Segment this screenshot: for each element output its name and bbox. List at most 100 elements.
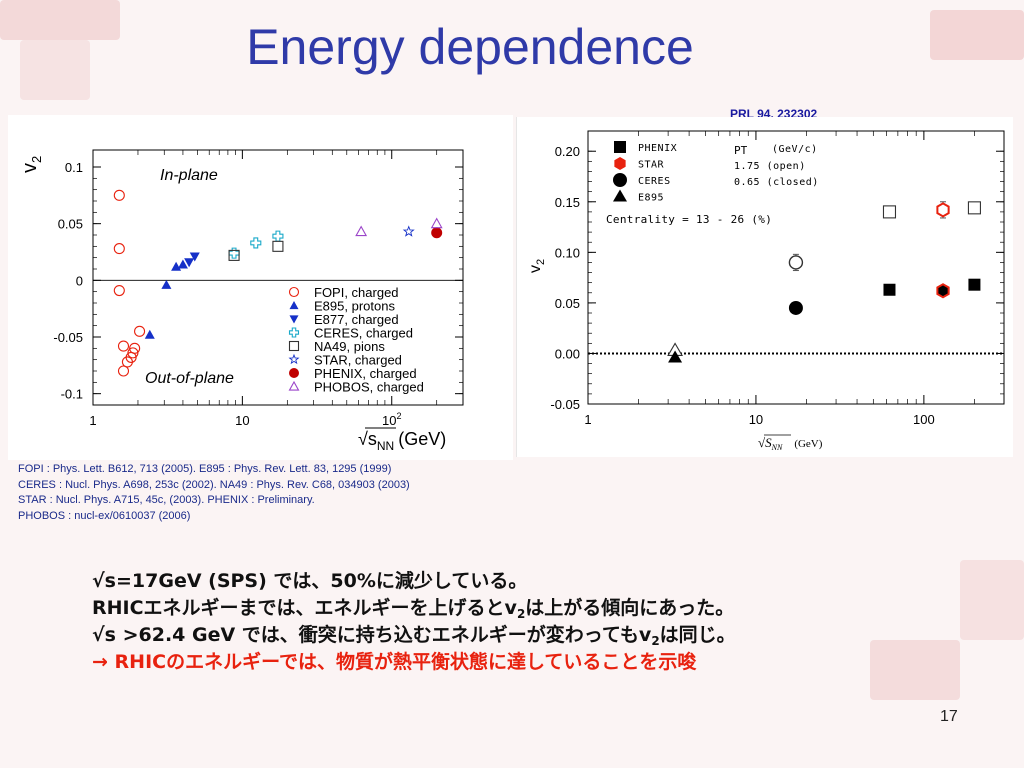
data-point-open — [882, 205, 897, 219]
y-tick-label: 0 — [76, 273, 83, 288]
legend-label: E877, charged — [314, 312, 399, 327]
y-tick-label: 0.00 — [555, 346, 580, 361]
data-point-open — [967, 201, 981, 215]
data-point — [402, 225, 415, 237]
legend-marker — [613, 189, 627, 202]
x-tick-label: 102 — [382, 411, 401, 428]
data-point — [250, 237, 262, 249]
legend-label: PHOBOS, charged — [314, 380, 424, 395]
data-point — [161, 279, 172, 289]
annotation-out-of-plane: Out-of-plane — [145, 370, 234, 387]
data-point — [430, 217, 443, 229]
data-point — [189, 252, 200, 262]
y-axis-label: v2 — [527, 259, 547, 273]
data-point — [171, 261, 182, 271]
data-point — [134, 325, 146, 337]
plot-frame — [587, 130, 1005, 405]
data-point — [355, 225, 368, 237]
data-point-closed — [668, 350, 683, 363]
x-tick-label: 10 — [749, 412, 763, 427]
x-axis-label: √SNN (GeV) — [758, 435, 823, 452]
legend-marker — [288, 353, 300, 365]
legend-marker — [288, 380, 300, 391]
left-chart: 0.1 0.05 0 -0.05 -0.1 1 10 102 v2 In-plane Out-… — [19, 149, 464, 453]
legend-marker — [613, 173, 627, 187]
bullet-line: √s=17GeV (SPS) では、50%に減少している。 — [92, 570, 528, 592]
legend-marker — [288, 286, 300, 298]
legend-label: STAR — [638, 160, 665, 171]
data-point-open — [936, 202, 950, 218]
y-tick-label: -0.05 — [550, 397, 580, 412]
legend-pt-unit: (GeV/c) — [772, 144, 818, 155]
right-legend: PHENIX STAR CERES E895 PT (GeV/c) 1.75 (open) 0… — [606, 141, 819, 226]
legend-marker — [289, 315, 299, 324]
legend-marker — [288, 340, 300, 352]
y-tick-label: 0.10 — [555, 245, 580, 260]
y-tick-label: 0.05 — [58, 217, 83, 232]
left-chart-panel: 0.1 0.05 0 -0.05 -0.1 1 10 102 v2 In-plane Out-… — [8, 115, 513, 460]
data-point — [127, 347, 139, 359]
conclusion-text: √s=17GeV (SPS) では、50%に減少している。 RHICエネルギーま… — [92, 568, 736, 676]
background-block — [0, 0, 120, 40]
data-point — [117, 340, 130, 352]
legend-label: PHENIX — [638, 143, 677, 154]
x-tick-label: 10 — [235, 413, 249, 428]
data-point — [228, 249, 240, 261]
data-point — [117, 365, 130, 377]
references: FOPI : Phys. Lett. B612, 713 (2005). E89… — [18, 462, 410, 524]
right-chart: 0.20 0.15 0.10 0.05 0.00 -0.05 1 10 100 PHENIX ST… — [516, 117, 1005, 457]
data-point — [431, 227, 443, 239]
right-chart-panel: 0.20 0.15 0.10 0.05 0.00 -0.05 1 10 100 PHENIX ST… — [516, 117, 1013, 457]
legend-marker — [614, 141, 626, 153]
reference-line: PHOBOS : nucl-ex/0610037 (2006) — [18, 509, 191, 522]
y-tick-label: 0.05 — [555, 296, 580, 311]
background-block — [960, 560, 1024, 640]
y-tick-label: -0.05 — [53, 330, 83, 345]
legend-marker — [289, 368, 299, 378]
legend-label: E895 — [638, 193, 664, 204]
legend-label: PHENIX, charged — [314, 366, 417, 381]
reference-line: CERES : Nucl. Phys. A698, 253c (2002). N… — [18, 478, 410, 491]
data-point — [144, 329, 155, 339]
data-point-closed — [968, 278, 981, 291]
data-point-closed — [936, 283, 950, 299]
bullet-line: RHICエネルギーまでは、エネルギーを上げるとv2は上がる傾向にあった。 — [92, 597, 735, 621]
data-point — [272, 230, 284, 242]
x-axis-label: √sNN (GeV) — [358, 429, 446, 453]
data-point — [184, 258, 195, 268]
legend-label: CERES — [638, 176, 671, 187]
data-point — [129, 342, 141, 354]
background-block — [870, 640, 960, 700]
y-tick-label: 0.15 — [555, 195, 580, 210]
plot-frame — [92, 149, 464, 406]
reference-line: STAR : Nucl. Phys. A715, 45c, (2003). PH… — [18, 494, 315, 506]
data-point — [113, 189, 125, 201]
data-point — [113, 284, 125, 297]
y-tick-label: 0.1 — [65, 160, 83, 175]
legend-label: E895, protons — [314, 299, 395, 314]
bullet-line: √s >62.4 GeV では、衝突に持ち込むエネルギーが変わってもv2は同じ。 — [92, 624, 736, 648]
legend-marker — [288, 327, 300, 338]
data-point-closed — [788, 300, 803, 315]
data-point — [228, 247, 240, 259]
bullet-line-conclusion: → RHICのエネルギーでは、物質が熱平衡状態に達していることを示唆 — [92, 651, 697, 673]
x-tick-label: 100 — [913, 412, 935, 427]
data-point-open — [788, 255, 804, 270]
legend-closed-value: 0.65 (closed) — [734, 177, 819, 188]
legend-marker — [289, 301, 299, 310]
data-point — [177, 259, 188, 269]
data-point — [113, 243, 125, 255]
annotation-in-plane: In-plane — [160, 167, 218, 184]
background-block — [20, 40, 90, 100]
legend-pt-label: PT — [734, 144, 748, 157]
legend-open-value: 1.75 (open) — [734, 161, 806, 172]
legend-label: STAR, charged — [314, 353, 402, 368]
x-tick-label: 1 — [89, 413, 96, 428]
background-block — [930, 10, 1024, 60]
legend-label: CERES, charged — [314, 326, 413, 341]
legend-label: NA49, pions — [314, 339, 385, 354]
data-point — [272, 240, 284, 252]
slide-title: Energy dependence — [246, 19, 694, 75]
y-axis-label: v2 — [19, 156, 44, 173]
